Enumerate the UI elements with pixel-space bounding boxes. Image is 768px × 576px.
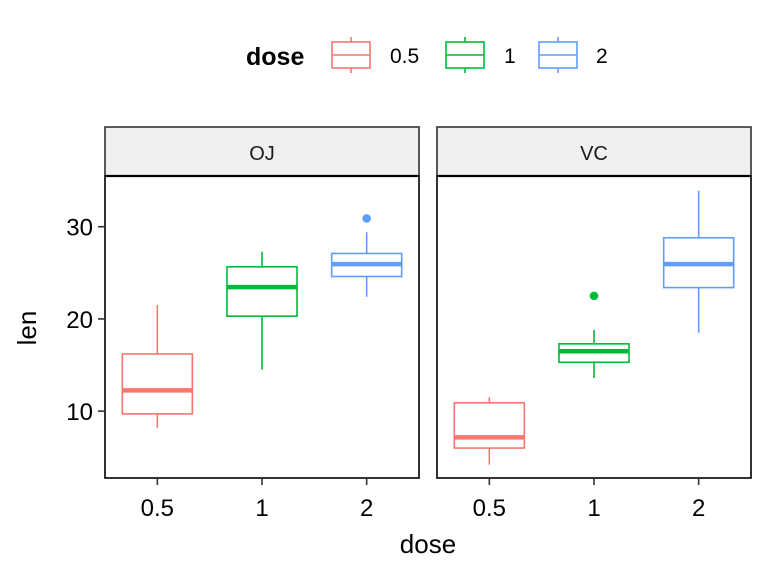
y-tick-label: 30 <box>66 215 93 242</box>
facet-strip-label: VC <box>580 143 608 165</box>
legend-entries: 0.5 1 2 <box>331 37 608 73</box>
x-axis-title: dose <box>400 529 456 559</box>
legend-key-0.5 <box>331 37 371 73</box>
facet-strip <box>436 126 752 177</box>
y-axis: 10 20 30 <box>66 215 105 426</box>
outlier-point <box>362 214 371 223</box>
box-oj-dose-0.5 <box>121 305 194 428</box>
y-tick-label: 10 <box>66 399 93 426</box>
x-tick-label: 1 <box>587 495 600 522</box>
x-tick-label: 2 <box>360 495 373 522</box>
box-oj-dose-1 <box>226 251 298 370</box>
box-vc-dose-1 <box>558 291 630 378</box>
facet-strip <box>104 126 420 177</box>
x-tick-label: 0.5 <box>141 495 174 522</box>
x-tick-label: 1 <box>255 495 268 522</box>
box-iqr <box>121 353 194 415</box>
legend-label: 0.5 <box>390 45 419 68</box>
facet-strip-label: OJ <box>249 143 275 165</box>
box-vc-dose-2 <box>662 190 735 333</box>
x-tick-label: 0.5 <box>473 495 506 522</box>
y-tick-label: 20 <box>66 307 93 334</box>
box-oj-dose-2 <box>330 214 403 297</box>
legend-title: dose <box>246 43 304 71</box>
x-tick-label: 2 <box>692 495 705 522</box>
outlier-point <box>589 291 599 301</box>
y-axis-title: len <box>12 311 42 346</box>
box-iqr <box>226 266 298 317</box>
legend-key-1 <box>445 37 485 73</box>
legend-key-2 <box>538 37 578 73</box>
facet-panels: OJ 0.5 1 2 VC 0.5 1 2 <box>104 126 752 522</box>
legend-label: 1 <box>504 45 516 68</box>
box-vc-dose-0.5 <box>453 397 526 465</box>
panel-oj: OJ 0.5 1 2 <box>104 126 420 522</box>
box-iqr <box>453 402 526 449</box>
legend: dose 0.5 1 2 <box>246 37 608 73</box>
legend-label: 2 <box>596 45 608 68</box>
panel-vc: VC 0.5 1 2 <box>436 126 752 522</box>
